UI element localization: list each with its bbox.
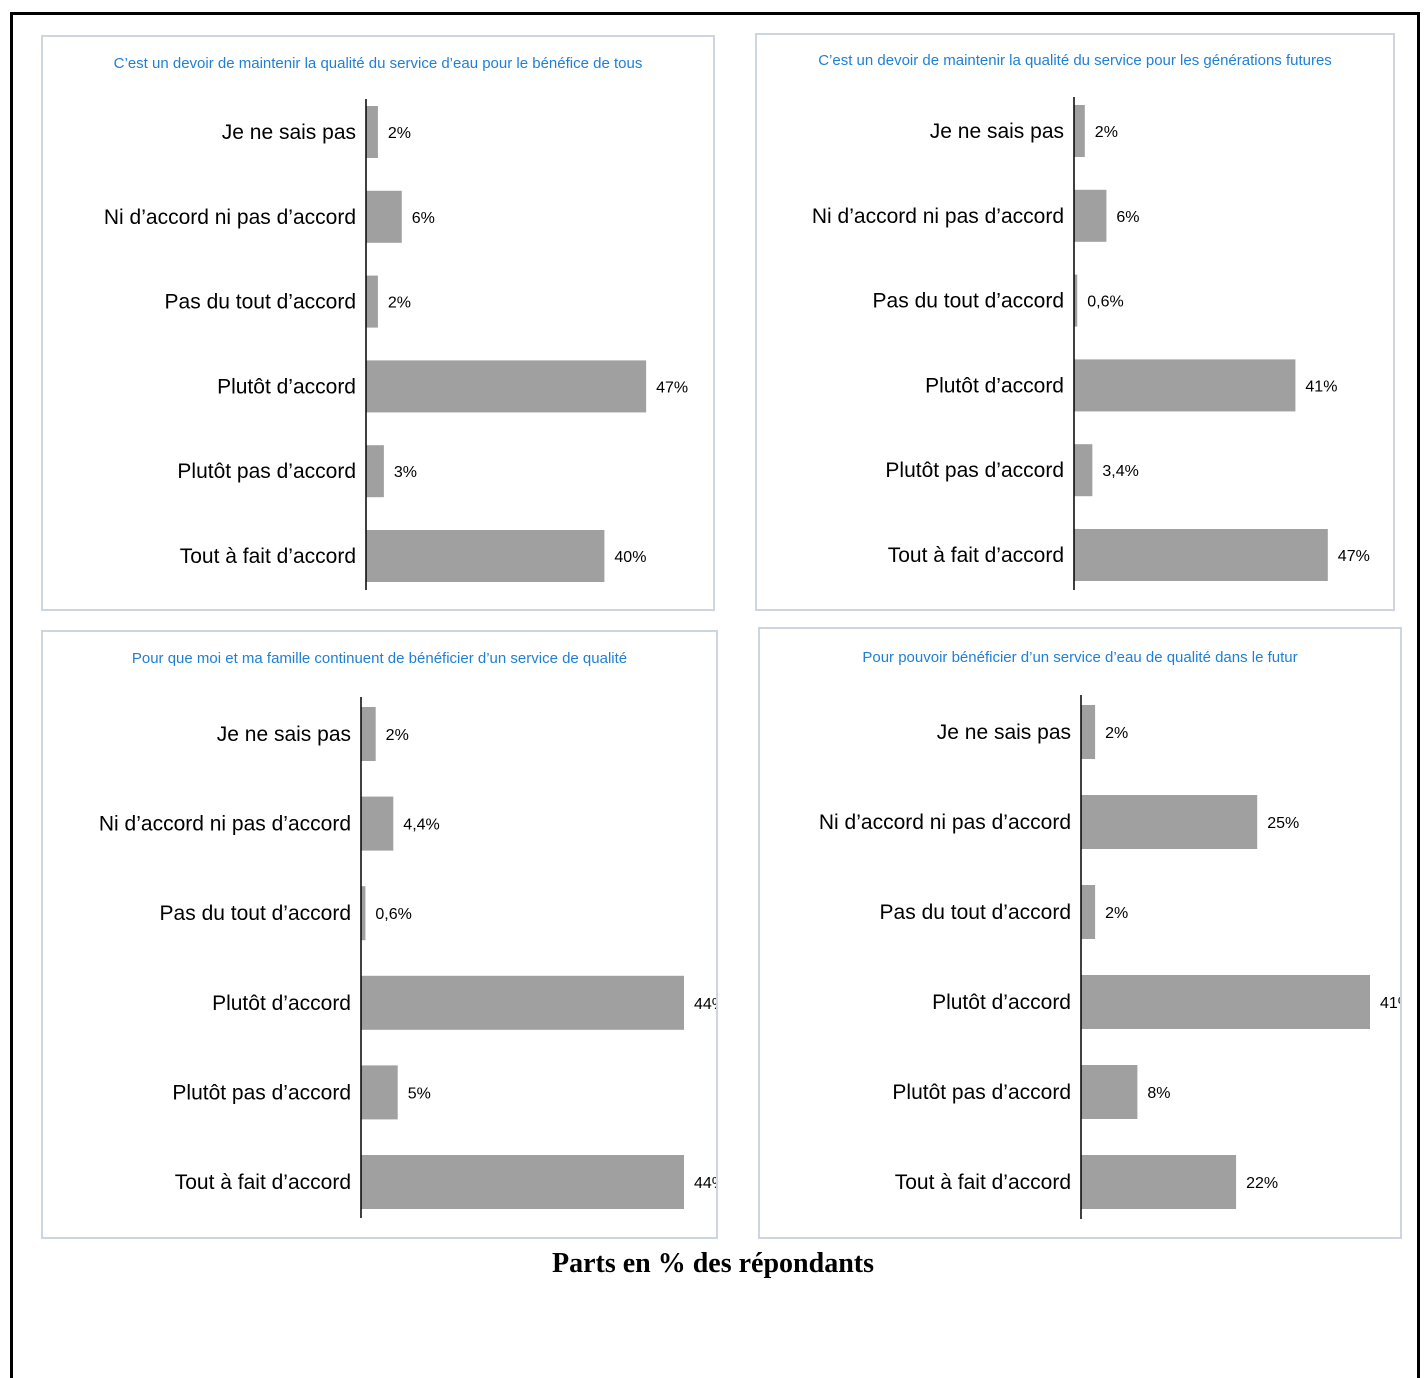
bar bbox=[366, 445, 384, 497]
category-label: Plutôt d’accord bbox=[217, 375, 356, 398]
data-label: 0,6% bbox=[375, 906, 411, 923]
data-label: 3% bbox=[394, 464, 417, 481]
figure-caption: Parts en % des répondants bbox=[0, 1248, 1426, 1280]
chart-panel-3: Pour que moi et ma famille continuent de… bbox=[41, 630, 718, 1239]
category-label: Plutôt d’accord bbox=[925, 374, 1064, 397]
data-label: 41% bbox=[1305, 378, 1337, 395]
data-label: 6% bbox=[412, 210, 435, 227]
bar bbox=[361, 707, 376, 761]
category-label: Tout à fait d’accord bbox=[175, 1171, 351, 1194]
bar bbox=[1081, 1155, 1236, 1209]
category-label: Pas du tout d’accord bbox=[160, 902, 351, 925]
bar bbox=[361, 976, 684, 1030]
data-label: 0,6% bbox=[1087, 294, 1123, 311]
category-label: Ni d’accord ni pas d’accord bbox=[104, 206, 356, 229]
data-label: 2% bbox=[388, 125, 411, 142]
bar bbox=[1074, 105, 1085, 157]
bar bbox=[361, 797, 393, 851]
data-label: 47% bbox=[1338, 548, 1370, 565]
category-label: Plutôt d’accord bbox=[212, 992, 351, 1015]
category-label: Je ne sais pas bbox=[217, 723, 351, 746]
bar-chart: Je ne sais pas 2% Ni d’accord ni pas d’acc… bbox=[757, 35, 1395, 611]
data-label: 47% bbox=[656, 379, 688, 396]
bar bbox=[1081, 975, 1370, 1029]
category-label: Plutôt d’accord bbox=[932, 991, 1071, 1014]
category-label: Pas du tout d’accord bbox=[165, 291, 356, 314]
category-label: Pas du tout d’accord bbox=[873, 290, 1064, 313]
bar bbox=[1081, 885, 1095, 939]
bar-chart: Je ne sais pas 2% Ni d’accord ni pas d’acc… bbox=[43, 37, 715, 611]
bar bbox=[361, 1065, 398, 1119]
bar bbox=[1081, 1065, 1137, 1119]
bar bbox=[366, 106, 378, 158]
category-label: Plutôt pas d’accord bbox=[892, 1081, 1071, 1104]
data-label: 2% bbox=[386, 727, 409, 744]
data-label: 2% bbox=[388, 295, 411, 312]
bar bbox=[366, 276, 378, 328]
bar-chart: Je ne sais pas 2% Ni d’accord ni pas d’acc… bbox=[43, 632, 718, 1239]
category-label: Plutôt pas d’accord bbox=[885, 459, 1064, 482]
bar bbox=[366, 360, 646, 412]
category-label: Je ne sais pas bbox=[937, 721, 1071, 744]
category-label: Ni d’accord ni pas d’accord bbox=[812, 205, 1064, 228]
data-label: 2% bbox=[1105, 905, 1128, 922]
data-label: 4,4% bbox=[403, 817, 439, 834]
bar bbox=[1074, 444, 1092, 496]
category-label: Je ne sais pas bbox=[222, 121, 356, 144]
category-label: Je ne sais pas bbox=[930, 120, 1064, 143]
bar bbox=[1081, 795, 1257, 849]
chart-panel-2: C’est un devoir de maintenir la qualité … bbox=[755, 33, 1395, 611]
data-label: 2% bbox=[1105, 725, 1128, 742]
data-label: 2% bbox=[1095, 124, 1118, 141]
chart-panel-1: C’est un devoir de maintenir la qualité … bbox=[41, 35, 715, 611]
category-label: Plutôt pas d’accord bbox=[172, 1081, 351, 1104]
data-label: 40% bbox=[614, 549, 646, 566]
data-label: 6% bbox=[1116, 209, 1139, 226]
category-label: Ni d’accord ni pas d’accord bbox=[819, 811, 1071, 834]
data-label: 25% bbox=[1267, 815, 1299, 832]
bar bbox=[1081, 705, 1095, 759]
category-label: Tout à fait d’accord bbox=[180, 545, 356, 568]
data-label: 5% bbox=[408, 1085, 431, 1102]
category-label: Pas du tout d’accord bbox=[880, 901, 1071, 924]
category-label: Tout à fait d’accord bbox=[895, 1171, 1071, 1194]
bar-chart: Je ne sais pas 2% Ni d’accord ni pas d’acc… bbox=[760, 629, 1402, 1239]
bar bbox=[1074, 359, 1295, 411]
data-label: 44% bbox=[694, 1175, 718, 1192]
data-label: 41% bbox=[1380, 995, 1402, 1012]
chart-panel-4: Pour pouvoir bénéficier d’un service d’e… bbox=[758, 627, 1402, 1239]
bar bbox=[1074, 529, 1328, 581]
bar bbox=[366, 191, 402, 243]
bar bbox=[366, 530, 604, 582]
category-label: Plutôt pas d’accord bbox=[177, 460, 356, 483]
data-label: 44% bbox=[694, 996, 718, 1013]
bar bbox=[361, 1155, 684, 1209]
bar bbox=[1074, 190, 1106, 242]
data-label: 3,4% bbox=[1102, 463, 1138, 480]
category-label: Ni d’accord ni pas d’accord bbox=[99, 813, 351, 836]
data-label: 8% bbox=[1147, 1085, 1170, 1102]
data-label: 22% bbox=[1246, 1175, 1278, 1192]
category-label: Tout à fait d’accord bbox=[888, 544, 1064, 567]
